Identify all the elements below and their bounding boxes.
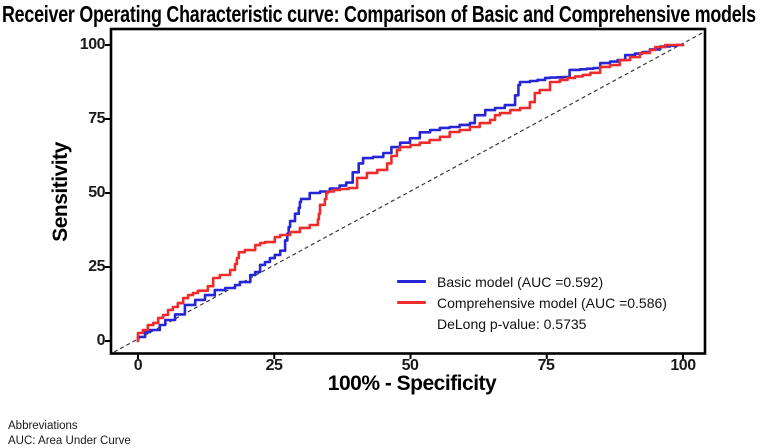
footnotes: Abbreviations AUC: Area Under Curve [8, 419, 131, 448]
y-tick-label-25: 25 [88, 258, 105, 275]
y-tick-label-100: 100 [79, 36, 106, 53]
y-tick-label-75: 75 [88, 110, 105, 127]
legend: Basic model (AUC =0.592) Comprehensive m… [397, 273, 667, 336]
legend-label-basic-model: Basic model (AUC =0.592) [437, 273, 604, 290]
basic-model-curve [136, 43, 685, 343]
footnote-auc-definition: AUC: Area Under Curve [8, 435, 131, 447]
y-axis-label: Sensitivity [49, 142, 72, 242]
y-tick-label-50: 50 [88, 184, 105, 201]
x-axis-label: 100% - Specificity [327, 372, 497, 395]
legend-spacer [397, 322, 426, 325]
x-tick-label-0: 0 [133, 357, 143, 374]
x-axis-ticks [137, 354, 684, 359]
legend-delong-note: DeLong p-value: 0.5735 [397, 315, 667, 332]
legend-item-comprehensive-model: Comprehensive model (AUC =0.586) [397, 294, 667, 311]
x-tick-label-100: 100 [670, 357, 696, 374]
x-tick-label-50: 50 [401, 357, 419, 374]
plot-panel-frame [109, 27, 707, 355]
legend-item-basic-model: Basic model (AUC =0.592) [397, 273, 667, 290]
legend-label-comprehensive-model: Comprehensive model (AUC =0.586) [437, 294, 667, 311]
x-tick-label-25: 25 [265, 357, 283, 374]
y-tick-label-0: 0 [96, 332, 106, 349]
basic-model-line-icon [397, 280, 426, 283]
y-axis-ticks [105, 44, 111, 342]
comprehensive-model-curve [136, 43, 685, 343]
footnote-abbreviations-header: Abbreviations [8, 420, 78, 432]
delong-p-value-text: DeLong p-value: 0.5735 [437, 315, 587, 332]
comprehensive-model-line-icon [397, 301, 426, 304]
x-tick-label-75: 75 [537, 357, 555, 374]
